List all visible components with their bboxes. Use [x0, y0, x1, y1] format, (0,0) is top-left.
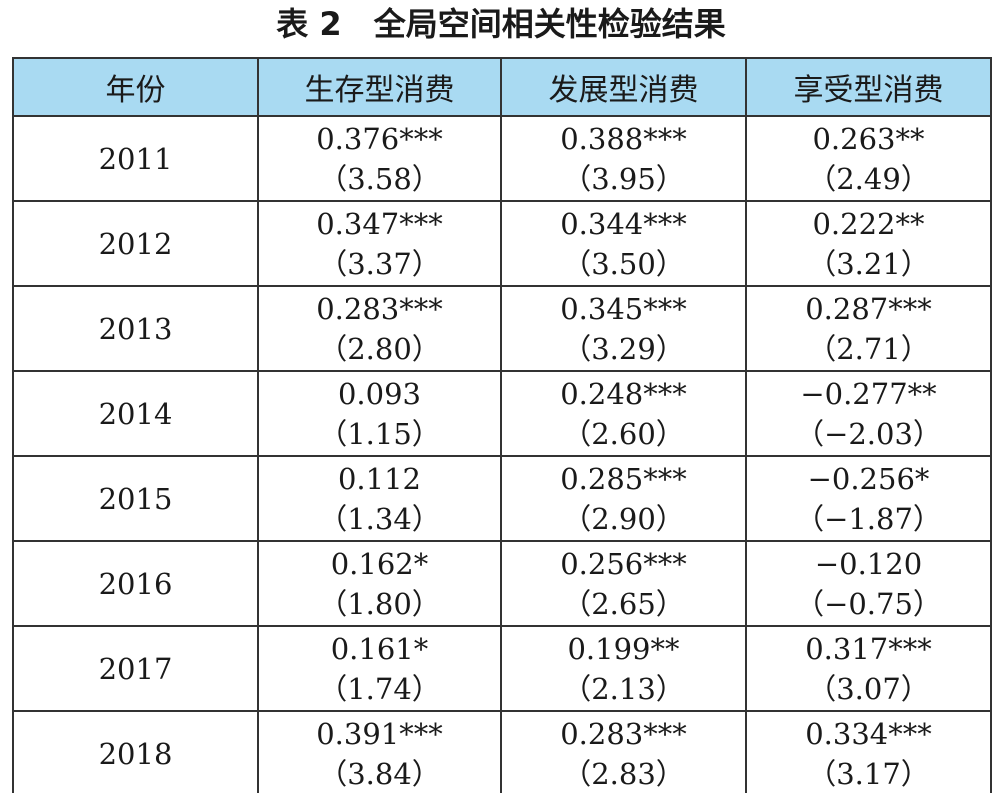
value-cell: 0.222** （3.21）	[745, 200, 992, 287]
year-cell: 2015	[12, 455, 259, 542]
value-cell: 0.256*** （2.65）	[500, 540, 747, 627]
t-statistic: （2.49）	[807, 161, 930, 196]
data-row: 2011 0.376*** （3.58） 0.388*** （3.95） 0.263** （…	[12, 115, 992, 202]
year-cell: 2014	[12, 370, 259, 457]
header-cell: 发展型消费	[500, 57, 747, 117]
coefficient: 0.283***	[316, 291, 443, 326]
value-cell: 0.285*** （2.90）	[500, 455, 747, 542]
coefficient: 0.376***	[316, 121, 443, 156]
value-cell: 0.162* （1.80）	[257, 540, 502, 627]
value-cell: 0.388*** （3.95）	[500, 115, 747, 202]
value-cell: 0.093 （1.15）	[257, 370, 502, 457]
value-cell: 0.248*** （2.60）	[500, 370, 747, 457]
value-cell: 0.283*** （2.83）	[500, 710, 747, 793]
data-row: 2014 0.093 （1.15） 0.248*** （2.60） −0.277** （−2…	[12, 370, 992, 457]
table-title: 表 2 全局空间相关性检验结果	[276, 5, 726, 43]
coefficient: 0.388***	[560, 121, 687, 156]
value-cell: 0.287*** （2.71）	[745, 285, 992, 372]
year-cell: 2012	[12, 200, 259, 287]
coefficient: 0.222**	[812, 206, 925, 241]
year-cell: 2016	[12, 540, 259, 627]
year-cell: 2017	[12, 625, 259, 712]
header-cell: 享受型消费	[745, 57, 992, 117]
t-statistic: （3.29）	[562, 331, 685, 366]
t-statistic: （2.65）	[562, 586, 685, 621]
header-cell: 年份	[12, 57, 259, 117]
data-row: 2012 0.347*** （3.37） 0.344*** （3.50） 0.222** （…	[12, 200, 992, 287]
value-cell: −0.256* （−1.87）	[745, 455, 992, 542]
t-statistic: （2.71）	[807, 331, 930, 366]
data-row: 2018 0.391*** （3.84） 0.283*** （2.83） 0.334***…	[12, 710, 992, 793]
value-cell: 0.347*** （3.37）	[257, 200, 502, 287]
t-statistic: （−0.75）	[795, 586, 942, 621]
t-statistic: （3.07）	[807, 671, 930, 706]
results-table: 年份 生存型消费 发展型消费 享受型消费 2011 0.376*** （3.58） 0.38…	[12, 57, 992, 793]
coefficient: 0.334***	[805, 716, 932, 751]
coefficient: 0.287***	[805, 291, 932, 326]
coefficient: 0.344***	[560, 206, 687, 241]
t-statistic: （2.80）	[318, 331, 441, 366]
value-cell: 0.199** （2.13）	[500, 625, 747, 712]
t-statistic: （3.17）	[807, 756, 930, 791]
t-statistic: （2.60）	[562, 416, 685, 451]
data-row: 2015 0.112 （1.34） 0.285*** （2.90） −0.256* （−1.…	[12, 455, 992, 542]
t-statistic: （2.83）	[562, 756, 685, 791]
t-statistic: （−2.03）	[795, 416, 942, 451]
coefficient: 0.112	[337, 461, 422, 496]
value-cell: 0.391*** （3.84）	[257, 710, 502, 793]
coefficient: 0.256***	[560, 546, 687, 581]
t-statistic: （3.58）	[318, 161, 441, 196]
t-statistic: （2.13）	[562, 671, 685, 706]
value-cell: 0.283*** （2.80）	[257, 285, 502, 372]
value-cell: −0.277** （−2.03）	[745, 370, 992, 457]
coefficient: −0.277**	[800, 376, 937, 411]
t-statistic: （3.21）	[807, 246, 930, 281]
value-cell: 0.263** （2.49）	[745, 115, 992, 202]
t-statistic: （2.90）	[562, 501, 685, 536]
t-statistic: （3.84）	[318, 756, 441, 791]
data-row: 2017 0.161* （1.74） 0.199** （2.13） 0.317*** （3.…	[12, 625, 992, 712]
coefficient: 0.345***	[560, 291, 687, 326]
coefficient: −0.256*	[807, 461, 930, 496]
coefficient: −0.120	[814, 546, 923, 581]
t-statistic: （3.95）	[562, 161, 685, 196]
value-cell: 0.112 （1.34）	[257, 455, 502, 542]
value-cell: 0.376*** （3.58）	[257, 115, 502, 202]
t-statistic: （1.15）	[318, 416, 441, 451]
coefficient: 0.285***	[560, 461, 687, 496]
coefficient: 0.199**	[567, 631, 680, 666]
coefficient: 0.347***	[316, 206, 443, 241]
year-cell: 2018	[12, 710, 259, 793]
data-row: 2013 0.283*** （2.80） 0.345*** （3.29） 0.287***…	[12, 285, 992, 372]
coefficient: 0.093	[337, 376, 422, 411]
value-cell: 0.334*** （3.17）	[745, 710, 992, 793]
value-cell: 0.345*** （3.29）	[500, 285, 747, 372]
coefficient: 0.263**	[812, 121, 925, 156]
value-cell: 0.317*** （3.07）	[745, 625, 992, 712]
t-statistic: （−1.87）	[795, 501, 942, 536]
data-row: 2016 0.162* （1.80） 0.256*** （2.65） −0.120 （−0.…	[12, 540, 992, 627]
coefficient: 0.161*	[330, 631, 429, 666]
header-cell: 生存型消费	[257, 57, 502, 117]
t-statistic: （1.74）	[318, 671, 441, 706]
value-cell: −0.120 （−0.75）	[745, 540, 992, 627]
header-row: 年份 生存型消费 发展型消费 享受型消费	[12, 57, 992, 117]
table-body: 2011 0.376*** （3.58） 0.388*** （3.95） 0.263** （…	[12, 115, 992, 793]
year-cell: 2013	[12, 285, 259, 372]
year-cell: 2011	[12, 115, 259, 202]
coefficient: 0.317***	[805, 631, 932, 666]
t-statistic: （3.37）	[318, 246, 441, 281]
coefficient: 0.391***	[316, 716, 443, 751]
value-cell: 0.344*** （3.50）	[500, 200, 747, 287]
t-statistic: （3.50）	[562, 246, 685, 281]
coefficient: 0.248***	[560, 376, 687, 411]
t-statistic: （1.34）	[318, 501, 441, 536]
value-cell: 0.161* （1.74）	[257, 625, 502, 712]
t-statistic: （1.80）	[318, 586, 441, 621]
coefficient: 0.283***	[560, 716, 687, 751]
coefficient: 0.162*	[330, 546, 429, 581]
